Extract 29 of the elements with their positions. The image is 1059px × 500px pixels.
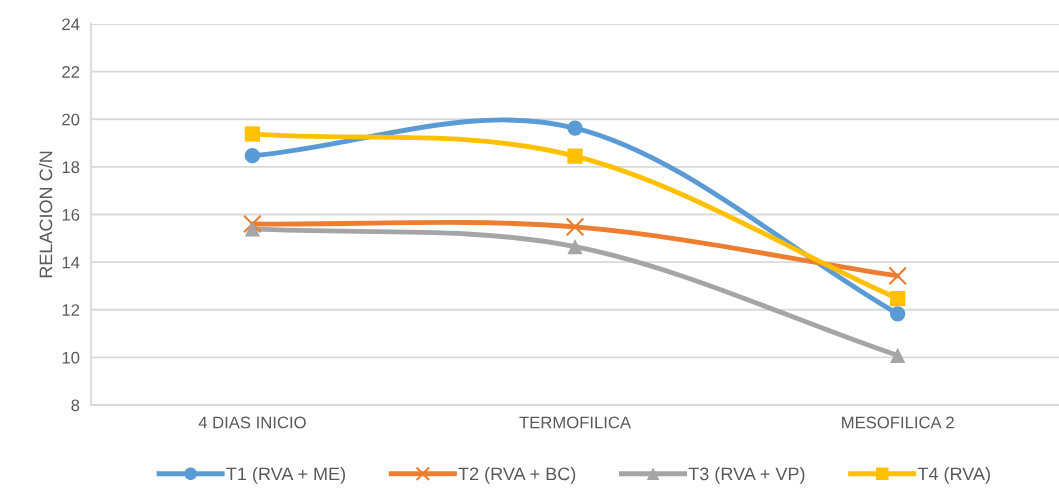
legend-label: T3 (RVA + VP)	[688, 466, 805, 484]
point	[244, 221, 261, 237]
y-tick-label: 20	[62, 113, 80, 126]
y-axis-title: RELACION C/N	[39, 151, 53, 278]
y-tick-label: 14	[62, 256, 80, 269]
point	[890, 347, 906, 364]
x-tick-label: 4 DIAS INICIO	[198, 416, 306, 429]
point	[244, 148, 261, 164]
legend-label: T1 (RVA + ME)	[226, 466, 345, 484]
y-tick-label: 24	[62, 18, 80, 31]
y-tick-label: 10	[62, 351, 80, 364]
y-tick-label: 8	[71, 399, 80, 412]
y-tick-label: 22	[62, 66, 80, 78]
y-tick-label: 12	[62, 304, 80, 316]
point	[890, 306, 906, 322]
point	[244, 126, 261, 142]
y-tick-label: 16	[62, 208, 80, 221]
point	[888, 266, 908, 286]
point	[890, 290, 906, 307]
point	[567, 120, 583, 136]
point	[565, 217, 585, 237]
legend-label: T4 (RVA)	[917, 466, 990, 484]
legend-label: T2 (RVA + BC)	[458, 466, 576, 484]
point	[243, 214, 262, 234]
y-tick-label: 18	[62, 161, 80, 174]
point	[567, 148, 583, 164]
x-tick-label: TERMOFILICA	[519, 416, 632, 429]
x-tick-label: MESOFILICA 2	[842, 416, 954, 429]
point	[567, 239, 583, 255]
